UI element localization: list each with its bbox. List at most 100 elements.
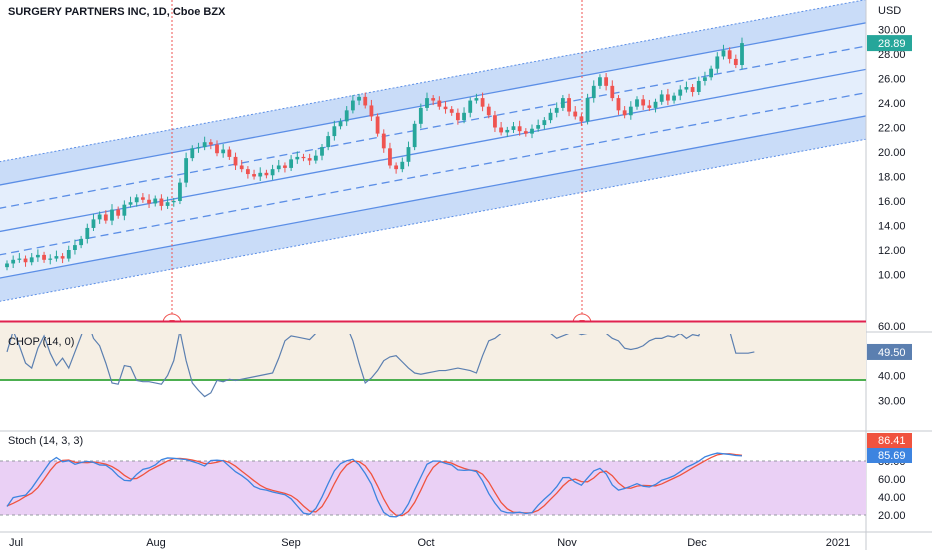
candle[interactable] bbox=[357, 96, 361, 101]
candle[interactable] bbox=[573, 111, 578, 117]
candle[interactable] bbox=[727, 50, 732, 59]
candle[interactable] bbox=[431, 98, 436, 101]
candle[interactable] bbox=[91, 219, 96, 228]
candle[interactable] bbox=[5, 263, 9, 268]
candle[interactable] bbox=[486, 106, 491, 116]
candle[interactable] bbox=[29, 257, 34, 263]
candle[interactable] bbox=[196, 147, 201, 149]
candle[interactable] bbox=[35, 254, 40, 258]
candle[interactable] bbox=[659, 94, 664, 102]
candle[interactable] bbox=[579, 116, 584, 122]
candle[interactable] bbox=[42, 254, 46, 260]
candle[interactable] bbox=[283, 165, 287, 168]
candle[interactable] bbox=[499, 127, 504, 133]
chop-pane[interactable]: 30.00 40.00 60.00 49.50 bbox=[0, 309, 912, 408]
price-pane[interactable]: EE bbox=[0, 0, 905, 333]
candle[interactable] bbox=[295, 156, 300, 160]
candle[interactable] bbox=[616, 98, 621, 111]
candle[interactable] bbox=[85, 227, 90, 239]
candle[interactable] bbox=[530, 128, 534, 134]
candle[interactable] bbox=[313, 155, 318, 161]
candle[interactable] bbox=[381, 133, 386, 149]
candle[interactable] bbox=[425, 98, 429, 108]
candle[interactable] bbox=[678, 89, 683, 96]
candle[interactable] bbox=[264, 172, 269, 176]
candle[interactable] bbox=[696, 80, 701, 92]
candle[interactable] bbox=[344, 110, 349, 122]
candle[interactable] bbox=[350, 100, 355, 111]
candle[interactable] bbox=[153, 198, 158, 204]
candle[interactable] bbox=[653, 101, 658, 108]
candle[interactable] bbox=[493, 115, 497, 128]
candle[interactable] bbox=[289, 159, 294, 168]
candle[interactable] bbox=[215, 144, 219, 154]
candle[interactable] bbox=[258, 172, 263, 177]
candle[interactable] bbox=[517, 126, 522, 132]
stoch-d-line[interactable] bbox=[6, 453, 743, 517]
candle[interactable] bbox=[60, 256, 65, 259]
candle[interactable] bbox=[548, 112, 553, 121]
candle[interactable] bbox=[721, 50, 726, 57]
candle[interactable] bbox=[208, 142, 213, 145]
candle[interactable] bbox=[73, 245, 77, 250]
candle[interactable] bbox=[622, 110, 627, 116]
candle[interactable] bbox=[462, 112, 466, 121]
candle[interactable] bbox=[17, 258, 22, 260]
chop-line[interactable] bbox=[6, 309, 755, 398]
candle[interactable] bbox=[703, 77, 707, 81]
stoch-k-line[interactable] bbox=[6, 452, 743, 518]
candle[interactable] bbox=[443, 106, 448, 110]
candle[interactable] bbox=[165, 202, 170, 206]
candle[interactable] bbox=[23, 258, 28, 263]
candle[interactable] bbox=[338, 121, 343, 127]
candle[interactable] bbox=[270, 169, 275, 176]
candle[interactable] bbox=[239, 165, 244, 170]
candle[interactable] bbox=[147, 199, 151, 204]
candle[interactable] bbox=[134, 197, 139, 203]
time-axis[interactable]: Jul Aug Sep Oct Nov Dec 2021 bbox=[9, 537, 850, 549]
candle[interactable] bbox=[455, 112, 460, 121]
candle[interactable] bbox=[190, 148, 195, 159]
candle[interactable] bbox=[122, 204, 127, 216]
candle[interactable] bbox=[610, 85, 615, 99]
candle[interactable] bbox=[369, 105, 374, 117]
candle[interactable] bbox=[128, 202, 133, 205]
candle[interactable] bbox=[560, 98, 565, 108]
candle[interactable] bbox=[604, 77, 609, 86]
candle[interactable] bbox=[740, 43, 744, 66]
candle[interactable] bbox=[591, 85, 596, 99]
candle[interactable] bbox=[511, 126, 516, 130]
candle[interactable] bbox=[227, 149, 232, 157]
candle[interactable] bbox=[567, 98, 571, 112]
candle[interactable] bbox=[363, 96, 368, 106]
candle[interactable] bbox=[97, 214, 102, 220]
candle[interactable] bbox=[647, 105, 652, 108]
candle[interactable] bbox=[684, 87, 689, 90]
candle[interactable] bbox=[301, 156, 306, 159]
candle[interactable] bbox=[103, 214, 108, 221]
candle[interactable] bbox=[542, 120, 547, 126]
candle[interactable] bbox=[116, 209, 121, 216]
candle[interactable] bbox=[159, 198, 164, 206]
candle[interactable] bbox=[554, 107, 559, 113]
candle[interactable] bbox=[276, 165, 281, 170]
candle[interactable] bbox=[54, 256, 59, 259]
candle[interactable] bbox=[412, 123, 417, 148]
candle[interactable] bbox=[449, 109, 454, 113]
candle[interactable] bbox=[437, 100, 442, 107]
candle[interactable] bbox=[233, 156, 238, 166]
candle[interactable] bbox=[394, 165, 399, 170]
candle[interactable] bbox=[171, 201, 176, 203]
price-axis[interactable]: 10.00 12.00 14.00 16.00 18.00 20.00 22.00 24.00… bbox=[867, 25, 912, 282]
candle[interactable] bbox=[418, 107, 423, 124]
candle[interactable] bbox=[48, 258, 53, 260]
candle[interactable] bbox=[709, 68, 714, 78]
candle[interactable] bbox=[178, 182, 182, 201]
candle[interactable] bbox=[536, 125, 541, 129]
candle[interactable] bbox=[715, 56, 720, 69]
candle[interactable] bbox=[474, 98, 479, 101]
candle[interactable] bbox=[202, 142, 207, 148]
candle[interactable] bbox=[400, 161, 405, 170]
candle[interactable] bbox=[184, 158, 189, 183]
